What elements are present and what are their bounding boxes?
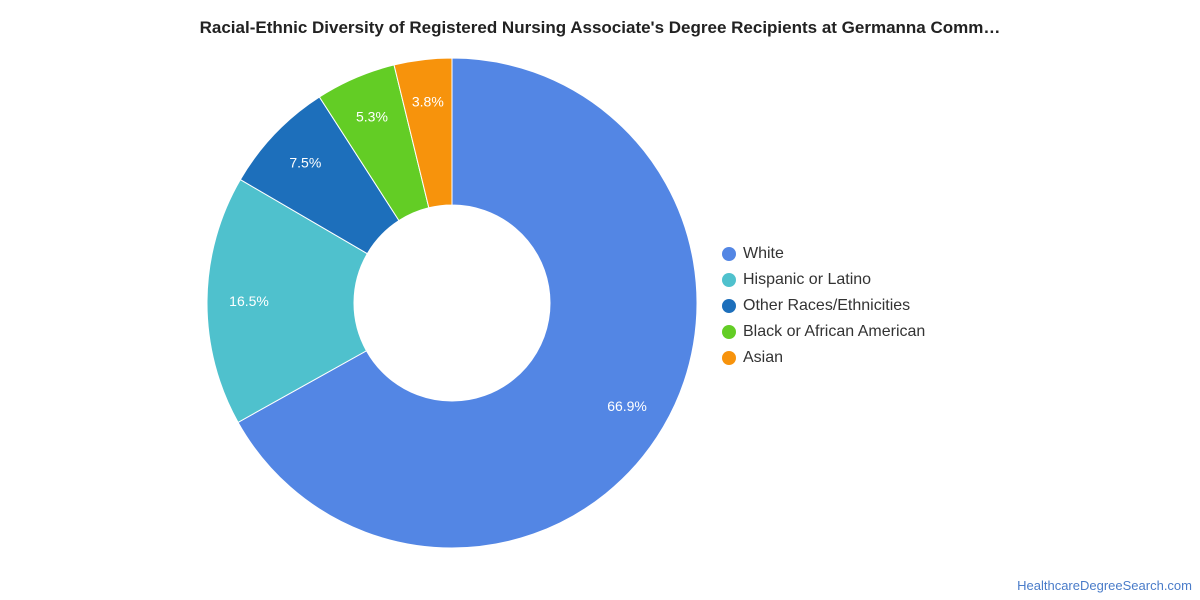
slice-white[interactable] [237, 57, 698, 549]
watermark-link[interactable]: HealthcareDegreeSearch.com [1017, 578, 1192, 593]
slice-label-hispanic-or-latino: 16.5% [229, 293, 269, 309]
legend-swatch [722, 325, 736, 339]
legend-swatch [722, 299, 736, 313]
legend-swatch [722, 273, 736, 287]
slice-hispanic-or-latino[interactable] [206, 178, 369, 424]
legend-label: White [743, 245, 784, 262]
chart-title: Racial-Ethnic Diversity of Registered Nu… [199, 18, 1001, 37]
slice-asian[interactable] [393, 57, 453, 209]
legend-item-black-or-african-american[interactable]: Black or African American [722, 319, 925, 345]
slice-label-asian: 3.8% [412, 93, 444, 109]
slice-label-white: 66.9% [607, 398, 647, 414]
legend-label: Asian [743, 349, 784, 366]
legend-label: Other Races/Ethnicities [743, 297, 911, 314]
chart-legend: White Hispanic or Latino Other Races/Ethni… [722, 241, 925, 371]
legend-swatch [722, 351, 736, 365]
legend-item-white[interactable]: White [722, 241, 925, 267]
legend-label: Hispanic or Latino [743, 271, 872, 288]
legend-item-asian[interactable]: Asian [722, 345, 925, 371]
legend-swatch [722, 247, 736, 261]
legend-label: Black or African American [743, 323, 926, 340]
legend-item-other-races-ethnicities[interactable]: Other Races/Ethnicities [722, 293, 925, 319]
slice-label-other-races-ethnicities: 7.5% [289, 155, 321, 171]
slice-label-black-or-african-american: 5.3% [356, 108, 388, 124]
legend-item-hispanic-or-latino[interactable]: Hispanic or Latino [722, 267, 925, 293]
